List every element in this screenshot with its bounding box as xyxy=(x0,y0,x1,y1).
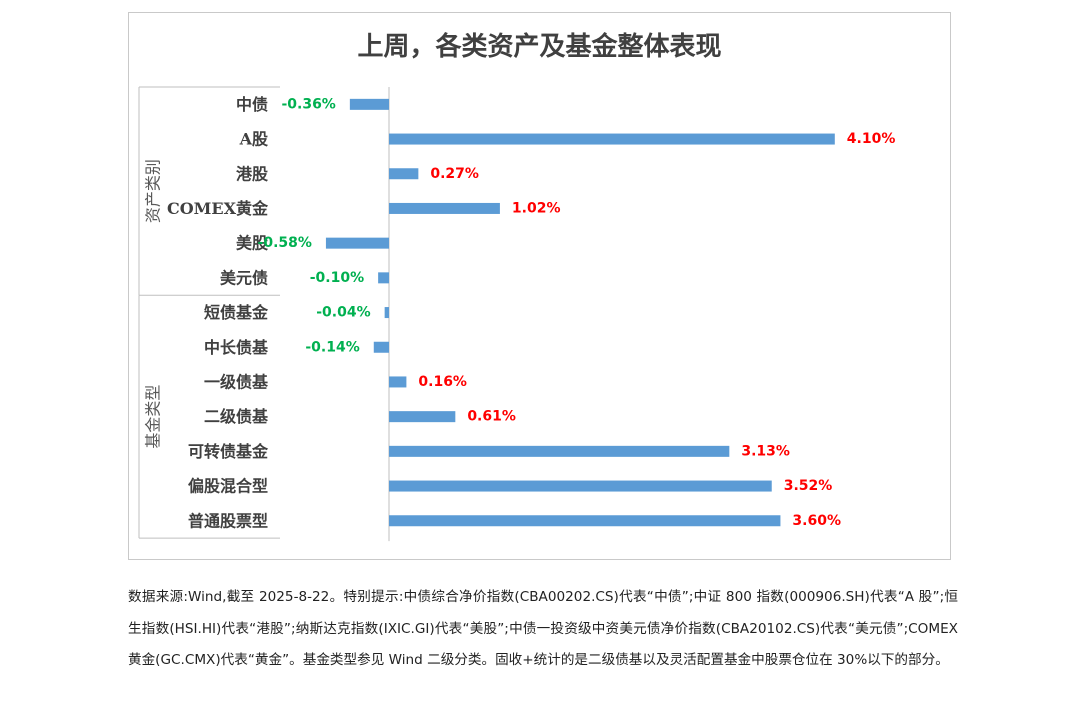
category-label: 中债 xyxy=(236,95,268,114)
data-label: 0.61% xyxy=(467,409,516,425)
bar xyxy=(389,202,500,214)
bar xyxy=(389,480,772,492)
category-label: 美股 xyxy=(236,234,269,253)
data-label: 3.13% xyxy=(741,443,790,459)
bar xyxy=(389,445,730,457)
bar xyxy=(389,515,781,527)
bar xyxy=(378,272,389,284)
category-label: 普通股票型 xyxy=(188,511,268,530)
category-label: 可转债基金 xyxy=(188,442,269,461)
chart-title: 上周，各类资产及基金整体表现 xyxy=(357,32,722,62)
bar xyxy=(389,133,835,145)
bar xyxy=(384,307,389,319)
category-label: COMEX黄金 xyxy=(167,199,269,218)
category-label: 短债基金 xyxy=(204,303,269,322)
category-label: 中长债基 xyxy=(204,338,269,357)
data-label: -0.14% xyxy=(305,339,359,355)
data-label: -0.36% xyxy=(281,96,335,112)
category-label: 港股 xyxy=(236,164,269,183)
data-label: -0.10% xyxy=(310,270,364,286)
data-label: 3.52% xyxy=(784,478,833,494)
group-label: 资产类别 xyxy=(144,159,163,223)
bar xyxy=(389,376,407,388)
bar xyxy=(373,341,389,353)
data-label: -0.04% xyxy=(316,305,370,321)
bar xyxy=(389,168,419,180)
category-label: 美元债 xyxy=(220,268,268,287)
bar xyxy=(349,98,389,110)
data-label: -0.58% xyxy=(258,235,312,251)
category-label: 偏股混合型 xyxy=(188,477,268,496)
category-label: 二级债基 xyxy=(204,407,269,426)
data-label: 4.10% xyxy=(847,131,896,147)
footnote: 数据来源:Wind,截至 2025-8-22。特别提示:中债综合净价指数(CBA… xyxy=(128,589,958,668)
category-label: A股 xyxy=(239,130,269,149)
data-label: 3.60% xyxy=(792,513,841,529)
category-label: 一级债基 xyxy=(204,372,269,391)
chart-frame xyxy=(128,12,951,560)
bar xyxy=(389,411,456,423)
data-label: 0.27% xyxy=(430,166,479,182)
group-label: 基金类型 xyxy=(144,385,163,449)
bar xyxy=(325,237,389,249)
data-label: 1.02% xyxy=(512,200,561,216)
data-label: 0.16% xyxy=(418,374,467,390)
